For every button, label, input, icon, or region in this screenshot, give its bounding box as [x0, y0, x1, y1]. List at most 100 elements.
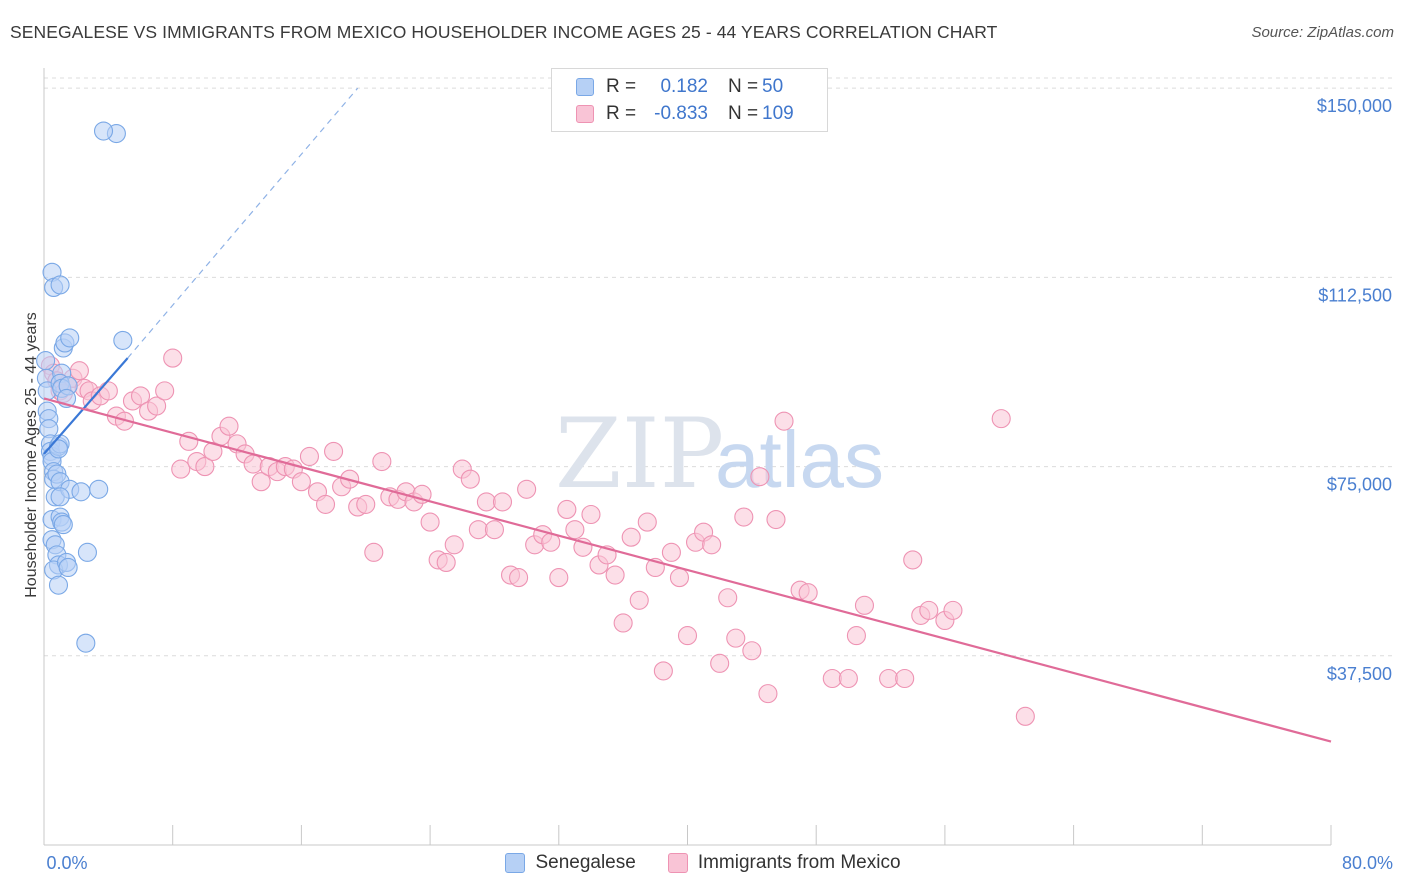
mexico-point	[653, 661, 673, 681]
mexico-point	[669, 568, 690, 588]
mexico-point	[476, 492, 496, 512]
mexico-point	[895, 668, 915, 689]
chart-title: SENEGALESE VS IMMIGRANTS FROM MEXICO HOU…	[10, 22, 998, 42]
y-tick-label-1: $75,000	[1327, 475, 1392, 495]
y-axis-label: Householder Income Ages 25 - 44 years	[23, 312, 40, 598]
mexico-point	[291, 472, 311, 492]
mexico-point	[195, 457, 215, 477]
mexico-point	[734, 507, 754, 527]
mexico-point	[436, 552, 456, 572]
mexico-point	[420, 512, 440, 532]
correlation-legend: R = 0.182 N = 50 R = -0.833 N = 109	[551, 68, 828, 132]
legend-r-label: R =	[606, 76, 637, 97]
senegalese-point	[50, 275, 70, 295]
mexico-point	[742, 641, 762, 661]
x-tick-label-1: 80.0%	[1342, 853, 1393, 873]
mexico-point	[581, 504, 601, 525]
mexico-point	[243, 454, 263, 474]
mexico-point	[364, 542, 384, 562]
mexico-point	[943, 600, 963, 620]
legend-r-label: R =	[606, 103, 637, 124]
legend-swatch-senegalese	[576, 78, 594, 96]
mexico-point	[251, 472, 271, 492]
mexico-point	[299, 446, 319, 467]
mexico-point	[557, 499, 577, 520]
legend-item-senegalese: Senegalese	[505, 852, 636, 874]
legend-swatch-mexico	[576, 105, 594, 123]
legend-n-label: N =	[728, 103, 759, 124]
watermark-zip: ZIP	[555, 398, 724, 510]
mexico-point	[219, 416, 239, 436]
senegalese-point	[58, 557, 78, 578]
mexico-point	[315, 494, 336, 514]
mexico-point	[838, 668, 858, 689]
mexico-point	[846, 626, 866, 646]
mexico-point	[492, 492, 513, 512]
mexico-point	[509, 568, 529, 588]
mexico-point	[774, 411, 794, 431]
mexico-point	[130, 386, 151, 406]
mexico-point	[661, 542, 681, 562]
trend-line-senegalese	[43, 357, 129, 455]
mexico-point	[163, 348, 183, 368]
mexico-point	[1015, 706, 1035, 726]
mexico-point	[549, 568, 569, 588]
mexico-point	[517, 479, 537, 499]
senegalese-point	[48, 575, 69, 595]
mexico-point	[356, 494, 376, 514]
mexico-point	[718, 588, 738, 608]
axes	[43, 68, 1332, 846]
senegalese-point	[93, 121, 114, 141]
mexico-point	[750, 467, 770, 487]
mexico-point	[324, 441, 344, 461]
mexico-point	[637, 512, 657, 532]
mexico-point	[766, 509, 786, 530]
source-label: Source: ZipAtlas.com	[1251, 24, 1394, 41]
legend-n-label: N =	[728, 76, 759, 97]
mexico-point	[155, 381, 175, 401]
mexico-point	[879, 668, 899, 689]
legend-row-senegalese: R = 0.182 N = 50	[576, 75, 783, 99]
mexico-point	[613, 613, 633, 633]
y-tick-label-0: $37,500	[1327, 664, 1392, 684]
mexico-point	[822, 668, 842, 689]
watermark-atlas: atlas	[715, 415, 884, 504]
mexico-point	[605, 565, 625, 585]
senegalese-point	[89, 479, 109, 499]
legend-swatch-senegalese	[505, 853, 526, 873]
legend-n-value: 109	[762, 103, 794, 124]
mexico-point	[69, 361, 89, 381]
mexico-point	[98, 381, 118, 401]
senegalese-point	[76, 633, 96, 653]
series-legend: Senegalese Immigrants from Mexico	[0, 852, 1406, 874]
mexico-point	[147, 396, 167, 416]
mexico-point	[621, 527, 641, 547]
y-tick-label-3: $150,000	[1317, 96, 1392, 116]
mexico-point	[171, 459, 191, 479]
senegalese-point	[71, 482, 91, 502]
mexico-point	[726, 628, 746, 648]
senegalese-point	[77, 542, 97, 562]
senegalese-point	[50, 487, 70, 507]
senegalese-point	[53, 515, 73, 535]
mexico-point	[710, 653, 730, 673]
mexico-point	[919, 600, 939, 620]
legend-label-senegalese: Senegalese	[535, 852, 636, 873]
trend-line-senegalese-extrapolated	[127, 87, 359, 359]
trend-line-mexico	[43, 397, 1332, 743]
mexico-point	[444, 535, 464, 555]
legend-label-mexico: Immigrants from Mexico	[697, 852, 901, 873]
y-tick-label-2: $112,500	[1318, 285, 1392, 305]
legend-swatch-mexico	[667, 853, 688, 873]
legend-row-mexico: R = -0.833 N = 109	[576, 102, 794, 126]
mexico-point	[565, 520, 585, 540]
legend-r-value: -0.833	[654, 103, 708, 124]
legend-item-mexico: Immigrants from Mexico	[667, 852, 901, 874]
mexico-point	[372, 451, 392, 472]
mexico-point	[798, 583, 818, 603]
mexico-point	[903, 550, 923, 570]
x-tick-label-0: 0.0%	[46, 853, 87, 873]
mexico-point	[854, 595, 875, 615]
mexico-point	[484, 520, 505, 540]
senegalese-point	[48, 439, 69, 459]
